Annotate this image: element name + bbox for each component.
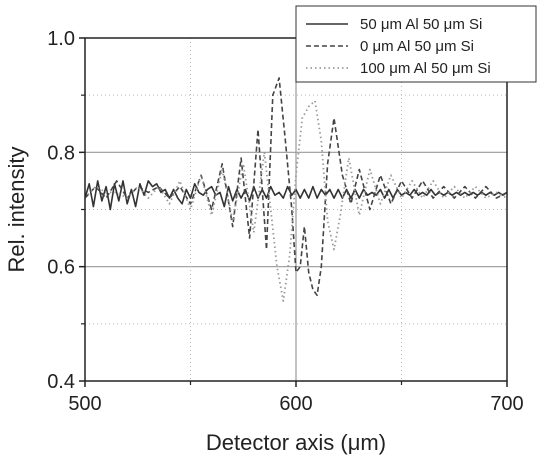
series-layer (84, 77, 508, 302)
y-axis-title: Rel. intensity (4, 147, 29, 273)
legend-label: 50 μm Al 50 μm Si (360, 16, 482, 33)
legend: 50 μm Al 50 μm Si 0 μm Al 50 μm Si 100 μm … (295, 5, 537, 83)
grid (85, 38, 507, 381)
legend-box (295, 5, 537, 83)
y-tick-label: 0.4 (47, 371, 75, 393)
y-tick-label: 0.8 (47, 142, 75, 164)
x-tick-label: 500 (68, 393, 101, 415)
y-tick-label: 1.0 (47, 28, 75, 50)
legend-label: 0 μm Al 50 μm Si (360, 38, 474, 55)
y-tick-label: 0.6 (47, 257, 75, 279)
x-tick-label: 600 (279, 393, 312, 415)
x-axis-title: Detector axis (μm) (206, 430, 386, 455)
legend-label: 100 μm Al 50 μm Si (360, 60, 491, 77)
x-tick-label: 700 (490, 393, 523, 415)
ticks: 0.4 0.6 0.8 1.0 500 600 700 (47, 28, 524, 415)
